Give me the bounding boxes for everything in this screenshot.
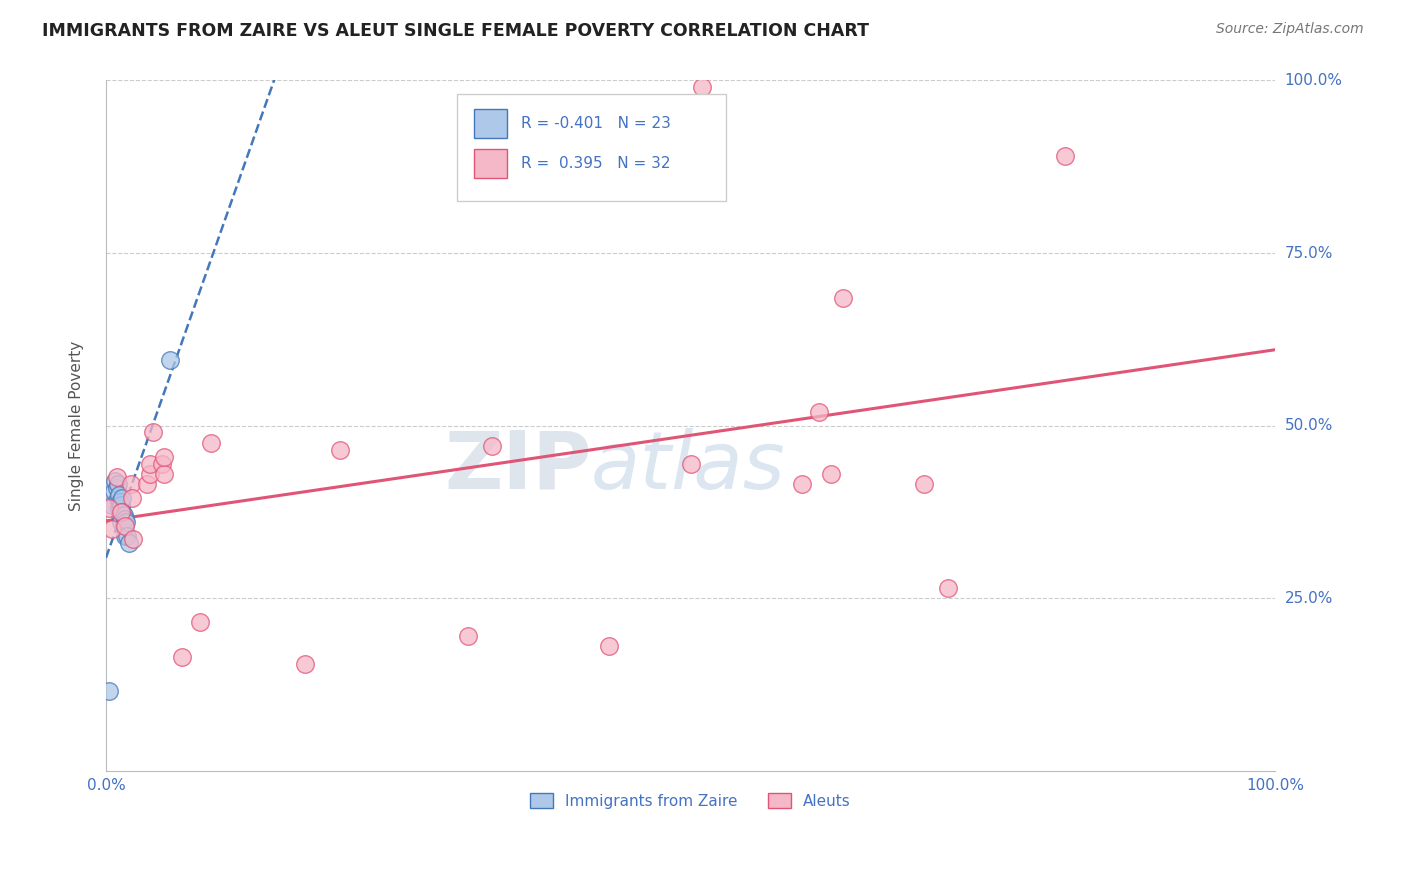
Point — [114, 529, 136, 543]
Point — [108, 487, 131, 501]
Point — [153, 450, 176, 464]
Legend: Immigrants from Zaire, Aleuts: Immigrants from Zaire, Aleuts — [524, 787, 858, 814]
Text: Source: ZipAtlas.com: Source: ZipAtlas.com — [1216, 22, 1364, 37]
Point — [114, 512, 136, 526]
Point — [108, 501, 131, 516]
Text: ZIP: ZIP — [444, 428, 591, 506]
Point — [690, 80, 713, 95]
Point — [108, 494, 131, 508]
Point — [831, 291, 853, 305]
Point — [150, 457, 173, 471]
Text: R =  0.395   N = 32: R = 0.395 N = 32 — [522, 156, 671, 170]
Point — [101, 522, 124, 536]
Point — [457, 629, 479, 643]
Point — [103, 484, 125, 499]
Point — [112, 518, 135, 533]
Point — [114, 518, 136, 533]
Point — [139, 467, 162, 481]
Point — [115, 529, 138, 543]
Point — [329, 442, 352, 457]
Point — [188, 615, 211, 630]
Point — [101, 498, 124, 512]
Text: Single Female Poverty: Single Female Poverty — [69, 341, 84, 511]
Point — [294, 657, 316, 671]
Point — [107, 477, 129, 491]
Point — [153, 467, 176, 481]
Point — [98, 684, 121, 698]
Point — [139, 457, 162, 471]
Point — [481, 439, 503, 453]
Point — [105, 481, 128, 495]
Point — [107, 491, 129, 505]
Point — [115, 515, 138, 529]
Point — [808, 405, 831, 419]
FancyBboxPatch shape — [474, 110, 508, 138]
Point — [1053, 149, 1076, 163]
Point — [170, 649, 193, 664]
Point — [108, 508, 131, 523]
Text: atlas: atlas — [591, 428, 786, 506]
Text: 50.0%: 50.0% — [1285, 418, 1333, 434]
Point — [142, 425, 165, 440]
Point — [121, 491, 143, 505]
Point — [159, 353, 181, 368]
Text: IMMIGRANTS FROM ZAIRE VS ALEUT SINGLE FEMALE POVERTY CORRELATION CHART: IMMIGRANTS FROM ZAIRE VS ALEUT SINGLE FE… — [42, 22, 869, 40]
Point — [135, 477, 157, 491]
Point — [200, 435, 222, 450]
Point — [820, 467, 842, 481]
Point — [912, 477, 935, 491]
Text: 25.0%: 25.0% — [1285, 591, 1333, 606]
Point — [110, 498, 132, 512]
Point — [110, 515, 132, 529]
Point — [122, 533, 145, 547]
Point — [118, 536, 141, 550]
Point — [112, 508, 135, 523]
Point — [98, 501, 121, 516]
Text: 75.0%: 75.0% — [1285, 245, 1333, 260]
Point — [598, 640, 620, 654]
FancyBboxPatch shape — [457, 95, 725, 202]
Point — [936, 581, 959, 595]
Point — [110, 505, 132, 519]
Text: R = -0.401   N = 23: R = -0.401 N = 23 — [522, 117, 671, 131]
Point — [111, 491, 134, 505]
Point — [679, 457, 702, 471]
Text: 100.0%: 100.0% — [1285, 73, 1343, 88]
Point — [104, 474, 127, 488]
Point — [120, 477, 142, 491]
Point — [111, 505, 134, 519]
FancyBboxPatch shape — [474, 149, 508, 178]
Point — [105, 470, 128, 484]
Point — [790, 477, 813, 491]
